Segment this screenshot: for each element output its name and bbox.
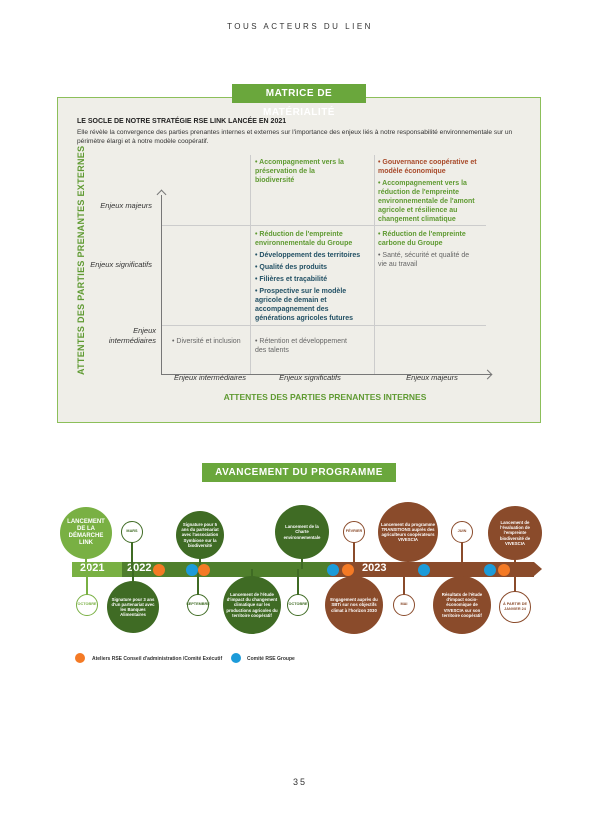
cell-major-major: • Gouvernance coopérative et modèle écon… [378, 158, 493, 227]
issue: • Réduction de l'empreinte carbone du Gr… [378, 231, 466, 247]
issue: • Filières et traçabilité [255, 276, 328, 283]
x-level-text: Enjeux intermédiaires [173, 373, 247, 382]
timeline-event: Lancement de l'étude d'impact du changem… [223, 576, 281, 634]
timeline-bar-brown [330, 562, 534, 577]
cell-intermediate-significant: • Rétention et développement des talents [255, 338, 347, 354]
y-level-major: Enjeux majeurs [100, 201, 152, 210]
grid-line [161, 325, 486, 326]
connector-line [131, 532, 133, 569]
issue: • Accompagnement vers la réduction de l'… [378, 180, 475, 223]
page-header: TOUS ACTEURS DU LIEN [227, 22, 373, 31]
timeline-event: FÉVRIER [343, 521, 365, 543]
cell-major-significant: • Accompagnement vers la préservation de… [255, 158, 355, 188]
blue-dot-icon [231, 653, 241, 663]
orange-dot-icon [75, 653, 85, 663]
timeline-event: JUIN [451, 521, 473, 543]
timeline-badge: AVANCEMENT DU PROGRAMME LINK [202, 463, 396, 497]
legend-label: Ateliers RSE Conseil d'administration /C… [92, 656, 223, 662]
connector-line [461, 532, 463, 569]
x-level-major: Enjeux majeurs [406, 373, 458, 382]
timeline-event: Lancement du programme TRANSITIONS auprè… [378, 502, 438, 562]
issue: • Prospective sur le modèle agricole de … [255, 288, 354, 322]
timeline-event: SEPTEMBRE [186, 594, 210, 616]
materiality-matrix [57, 97, 541, 423]
grid-line [161, 225, 486, 226]
connector-line [197, 569, 199, 605]
connector-line [403, 569, 405, 605]
timeline-event: OCTOBRE [76, 594, 98, 616]
x-axis-title: ATTENTES DES PARTIES PRENANTES INTERNES [223, 392, 427, 402]
y-axis [161, 195, 162, 375]
connector-line [514, 569, 516, 607]
blue-dot-icon [327, 564, 339, 576]
timeline-event: Signature pour 5 ans du partenariat avec… [176, 511, 224, 559]
legend-label: Comité RSE Groupe [247, 656, 295, 662]
timeline-event: Engagement auprès du SBTi sur nos object… [325, 576, 383, 634]
connector-line [86, 569, 88, 605]
timeline-arrow-icon [534, 562, 542, 576]
connector-line [297, 569, 299, 605]
year-label: 2021 [80, 562, 105, 574]
grid-line [374, 155, 375, 374]
timeline-event: MARS [121, 521, 143, 543]
y-level-intermediate: Enjeux intermédiaires [108, 326, 156, 345]
year-label: 2023 [362, 562, 387, 574]
grid-line [250, 155, 251, 374]
timeline-event: Résultats de l'étude d'impact socio-écon… [433, 576, 491, 634]
issue: • Réduction de l'empreinte environnement… [255, 231, 353, 247]
x-level-intermediate: Enjeux intermédiaires [150, 373, 270, 382]
orange-dot-icon [342, 564, 354, 576]
timeline-bar-2021 [72, 562, 122, 577]
timeline-event: À PARTIR DE JANVIER 24 [499, 591, 531, 623]
cell-significant-significant: • Réduction de l'empreinte environnement… [255, 230, 370, 326]
x-level-significant: Enjeux significatifs [279, 373, 341, 382]
y-level-significant: Enjeux significatifs [90, 260, 152, 269]
matrix-title: LE SOCLE DE NOTRE STRATÉGIE RSE LINK LAN… [77, 118, 287, 125]
matrix-badge: MATRICE DE MATÉRIALITÉ [232, 84, 366, 118]
issue: • Gouvernance coopérative et modèle écon… [378, 159, 477, 175]
matrix-description: Elle révèle la convergence des parties p… [77, 129, 513, 145]
issue: • Santé, sécurité et qualité de vie au t… [378, 252, 470, 268]
timeline-event: LANCEMENT DE LA DÉMARCHE LINK [60, 507, 112, 559]
issue: • Accompagnement vers la préservation de… [255, 159, 344, 184]
orange-dot-icon [498, 564, 510, 576]
x-axis [161, 374, 491, 375]
blue-dot-icon [186, 564, 198, 576]
connector-line [353, 532, 355, 569]
orange-dot-icon [198, 564, 210, 576]
timeline-event: MAI [393, 594, 415, 616]
timeline-event: Lancement de la Charte environnementale [275, 505, 329, 559]
issue: • Développement des territoires [255, 252, 361, 259]
timeline-event: Signature pour 3 ans d'un partenariat av… [107, 581, 159, 633]
timeline-event: OCTOBRE [287, 594, 309, 616]
issue: • Qualité des produits [255, 264, 328, 271]
cell-significant-major: • Réduction de l'empreinte carbone du Gr… [378, 230, 478, 272]
blue-dot-icon [484, 564, 496, 576]
cell-intermediate-intermediate: • Diversité et inclusion [172, 338, 241, 345]
orange-dot-icon [153, 564, 165, 576]
page-number: 35 [292, 777, 307, 787]
timeline-event: Lancement de l'évaluation de l'empreinte… [488, 506, 542, 560]
blue-dot-icon [418, 564, 430, 576]
